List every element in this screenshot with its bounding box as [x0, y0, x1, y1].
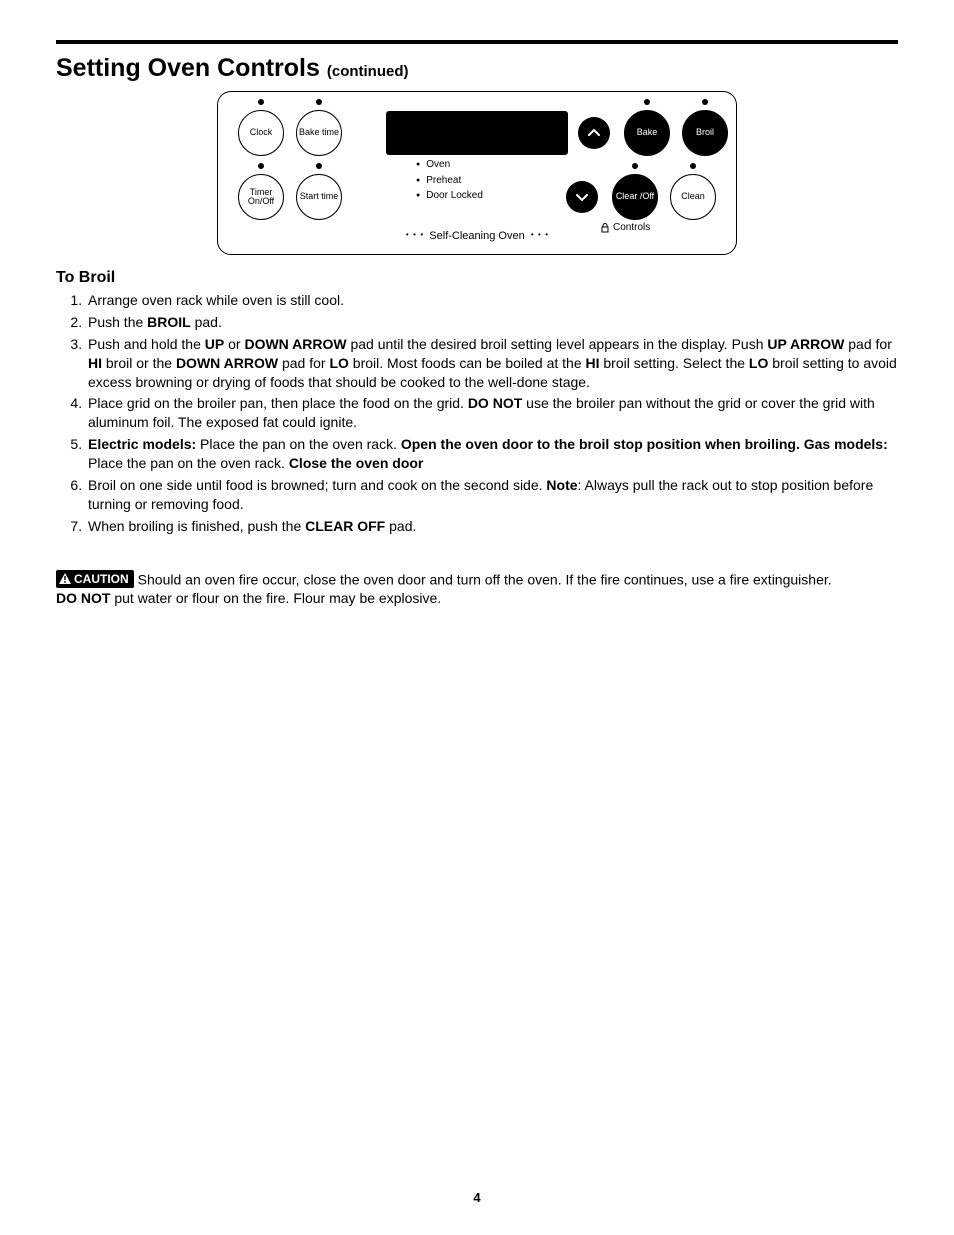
caution-badge: CAUTION	[56, 570, 134, 588]
broil-button: Broil	[682, 110, 728, 156]
clock-button: Clock	[238, 110, 284, 156]
broil-steps: Arrange oven rack while oven is still co…	[56, 291, 898, 536]
chevron-up-icon	[588, 127, 600, 139]
title-text: Setting Oven Controls	[56, 54, 320, 82]
step-item: Push and hold the UP or DOWN ARROW pad u…	[86, 335, 898, 392]
bake-label: Bake	[637, 128, 658, 137]
step-item: Arrange oven rack while oven is still co…	[86, 291, 898, 310]
start-time-label: Start time	[300, 192, 339, 201]
clear-off-button: Clear /Off	[612, 174, 658, 220]
bake-time-button: Bake time	[296, 110, 342, 156]
control-panel-diagram: Clock Bake time Bake Broil Timer On/Off	[56, 91, 898, 255]
step-item: Broil on one side until food is browned;…	[86, 476, 898, 514]
indicator-lights: Oven Preheat Door Locked	[416, 157, 483, 204]
caution-donot: DO NOT	[56, 590, 110, 606]
top-rule	[56, 40, 898, 44]
bake-time-label: Bake time	[299, 128, 339, 137]
controls-lock: Controls	[600, 222, 650, 233]
page-number: 4	[0, 1190, 954, 1205]
indicator-preheat: Preheat	[416, 173, 483, 189]
clear-off-label: Clear /Off	[616, 192, 654, 201]
up-arrow-button	[578, 117, 610, 149]
controls-lock-label: Controls	[613, 222, 650, 233]
caution-label: CAUTION	[74, 571, 129, 587]
step-item: Place grid on the broiler pan, then plac…	[86, 394, 898, 432]
caution-text-1: Should an oven fire occur, close the ove…	[138, 571, 832, 587]
indicator-oven: Oven	[416, 157, 483, 173]
chevron-down-icon	[576, 191, 588, 203]
warning-icon	[59, 573, 71, 584]
caution-block: CAUTION Should an oven fire occur, close…	[56, 570, 898, 608]
oven-display	[386, 111, 568, 155]
timer-button: Timer On/Off	[238, 174, 284, 220]
clean-button: Clean	[670, 174, 716, 220]
to-broil-heading: To Broil	[56, 269, 898, 287]
caution-text-2: put water or flour on the fire. Flour ma…	[110, 590, 441, 606]
bake-button: Bake	[624, 110, 670, 156]
step-item: When broiling is finished, push the CLEA…	[86, 517, 898, 536]
clock-label: Clock	[250, 128, 273, 137]
clean-label: Clean	[681, 192, 705, 201]
broil-label: Broil	[696, 128, 714, 137]
lock-icon	[600, 223, 610, 233]
title-suffix: (continued)	[327, 63, 409, 80]
down-arrow-button	[566, 181, 598, 213]
indicator-door-locked: Door Locked	[416, 188, 483, 204]
page-title: Setting Oven Controls (continued)	[56, 54, 898, 83]
timer-label: Timer On/Off	[239, 188, 283, 207]
self-cleaning-text: Self-Cleaning Oven	[429, 230, 524, 242]
step-item: Electric models: Place the pan on the ov…	[86, 435, 898, 473]
control-panel: Clock Bake time Bake Broil Timer On/Off	[217, 91, 737, 255]
start-time-button: Start time	[296, 174, 342, 220]
step-item: Push the BROIL pad.	[86, 313, 898, 332]
